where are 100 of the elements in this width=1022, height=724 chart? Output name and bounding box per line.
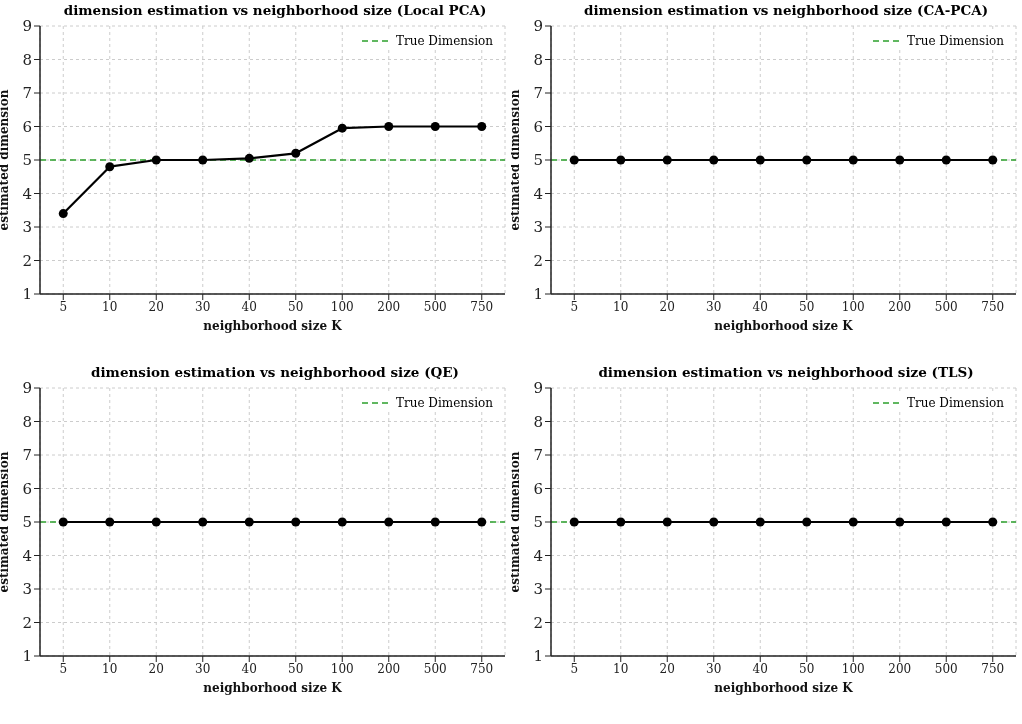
- x-tick-label: 200: [888, 661, 912, 676]
- x-tick-label: 750: [470, 661, 494, 676]
- y-tick-label: 1: [22, 285, 32, 304]
- point: [151, 155, 161, 165]
- x-tick-label: 40: [241, 661, 257, 676]
- x-tick-label: 30: [195, 661, 211, 676]
- y-axis-title: estimated dimension: [0, 451, 12, 593]
- y-tick-label: 9: [533, 17, 543, 36]
- x-tick-label: 200: [377, 299, 401, 314]
- y-tick-label: 2: [22, 251, 32, 270]
- x-tick-label: 30: [195, 299, 211, 314]
- x-tick-label: 10: [613, 299, 629, 314]
- point: [384, 122, 394, 131]
- x-tick-label: 40: [752, 661, 768, 676]
- y-tick-label: 8: [22, 412, 32, 431]
- x-tick-label: 20: [148, 299, 164, 314]
- legend-label: True Dimension: [395, 34, 493, 48]
- x-tick-label: 5: [59, 661, 68, 676]
- x-tick-label: 50: [288, 661, 304, 676]
- legend-label: True Dimension: [906, 34, 1004, 48]
- y-tick-label: 6: [533, 117, 543, 136]
- y-tick-label: 9: [22, 379, 32, 398]
- point: [58, 209, 68, 219]
- chart-title: dimension estimation vs neighborhood size (Local PCA): [62, 2, 488, 18]
- point: [337, 123, 347, 133]
- x-axis-title: neighborhood size K: [203, 319, 343, 333]
- x-tick-label: 50: [288, 299, 304, 314]
- y-tick-label: 7: [22, 446, 32, 465]
- y-tick-label: 9: [22, 17, 32, 36]
- x-tick-label: 20: [148, 661, 164, 676]
- x-tick-label: 100: [330, 299, 354, 314]
- x-tick-label: 5: [570, 299, 579, 314]
- x-tick-label: 200: [377, 661, 401, 676]
- point: [430, 122, 440, 131]
- y-tick-label: 3: [22, 580, 32, 599]
- y-tick-label: 2: [533, 251, 543, 270]
- x-tick-label: 20: [659, 661, 675, 676]
- y-tick-label: 4: [533, 546, 543, 565]
- y-tick-label: 1: [533, 647, 543, 666]
- y-tick-label: 8: [533, 50, 543, 69]
- y-tick-label: 4: [22, 546, 32, 565]
- y-tick-label: 3: [533, 580, 543, 599]
- x-tick-label: 50: [799, 299, 815, 314]
- y-tick-label: 5: [22, 513, 32, 532]
- chart-title: dimension estimation vs neighborhood size (TLS): [597, 364, 975, 380]
- y-tick-label: 4: [22, 184, 32, 203]
- y-axis-title: estimated dimension: [508, 89, 523, 231]
- y-tick-label: 8: [533, 412, 543, 431]
- point: [244, 153, 254, 163]
- y-tick-label: 4: [533, 184, 543, 203]
- x-tick-label: 10: [613, 661, 629, 676]
- x-tick-label: 40: [241, 299, 257, 314]
- x-tick-label: 100: [841, 661, 865, 676]
- y-axis-title: estimated dimension: [508, 451, 523, 593]
- x-axis-title: neighborhood size K: [714, 681, 854, 695]
- x-tick-label: 5: [59, 299, 68, 314]
- y-tick-label: 1: [22, 647, 32, 666]
- y-tick-label: 5: [22, 151, 32, 170]
- point: [198, 155, 208, 165]
- y-tick-label: 6: [22, 117, 32, 136]
- x-tick-label: 750: [981, 661, 1005, 676]
- x-tick-label: 30: [706, 661, 722, 676]
- x-tick-label: 750: [981, 299, 1005, 314]
- y-tick-label: 3: [533, 218, 543, 237]
- y-tick-label: 7: [533, 84, 543, 103]
- y-tick-label: 9: [533, 379, 543, 398]
- x-axis-title: neighborhood size K: [714, 319, 854, 333]
- x-tick-label: 500: [934, 661, 958, 676]
- y-tick-label: 8: [22, 50, 32, 69]
- legend-label: True Dimension: [906, 396, 1004, 410]
- x-tick-label: 500: [934, 299, 958, 314]
- y-tick-label: 5: [533, 151, 543, 170]
- chart-title: dimension estimation vs neighborhood size (QE): [90, 364, 460, 380]
- y-tick-label: 2: [533, 613, 543, 632]
- x-tick-label: 20: [659, 299, 675, 314]
- x-tick-label: 100: [330, 661, 354, 676]
- point: [105, 162, 115, 172]
- point: [477, 122, 487, 131]
- y-tick-label: 7: [533, 446, 543, 465]
- x-tick-label: 200: [888, 299, 912, 314]
- x-axis-title: neighborhood size K: [203, 681, 343, 695]
- y-tick-label: 1: [533, 285, 543, 304]
- chart-title: dimension estimation vs neighborhood size (CA-PCA): [582, 2, 990, 18]
- x-tick-label: 500: [423, 299, 447, 314]
- x-tick-label: 750: [470, 299, 494, 314]
- x-tick-label: 50: [799, 661, 815, 676]
- x-tick-label: 500: [423, 661, 447, 676]
- y-tick-label: 5: [533, 513, 543, 532]
- x-tick-label: 100: [841, 299, 865, 314]
- y-tick-label: 6: [533, 479, 543, 498]
- x-tick-label: 10: [102, 299, 118, 314]
- x-tick-label: 5: [570, 661, 579, 676]
- legend-label: True Dimension: [395, 396, 493, 410]
- x-tick-label: 10: [102, 661, 118, 676]
- y-tick-label: 7: [22, 84, 32, 103]
- y-tick-label: 2: [22, 613, 32, 632]
- x-tick-label: 40: [752, 299, 768, 314]
- x-tick-label: 30: [706, 299, 722, 314]
- y-tick-label: 6: [22, 479, 32, 498]
- y-tick-label: 3: [22, 218, 32, 237]
